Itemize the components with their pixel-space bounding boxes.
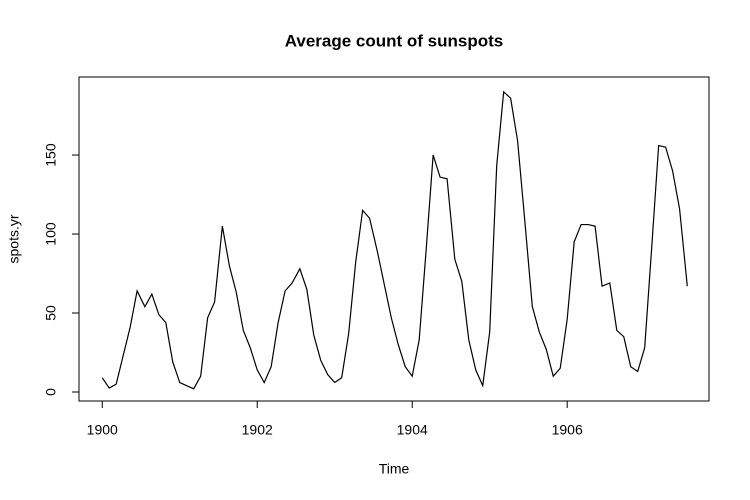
x-tick-label: 1906 — [552, 422, 583, 438]
chart-title: Average count of sunspots — [285, 31, 504, 50]
y-tick-label: 100 — [43, 222, 59, 246]
y-tick-label: 150 — [43, 143, 59, 167]
y-axis-label: spots.yr — [6, 214, 22, 263]
data-line — [101, 90, 688, 390]
x-tick-label: 1900 — [87, 422, 118, 438]
x-axis-label: Time — [379, 461, 410, 477]
x-tick-label: 1902 — [242, 422, 273, 438]
plot-frame — [78, 76, 710, 402]
y-tick-label: 50 — [43, 305, 59, 321]
x-tick-label: 1904 — [397, 422, 428, 438]
y-tick-label: 0 — [43, 388, 59, 396]
